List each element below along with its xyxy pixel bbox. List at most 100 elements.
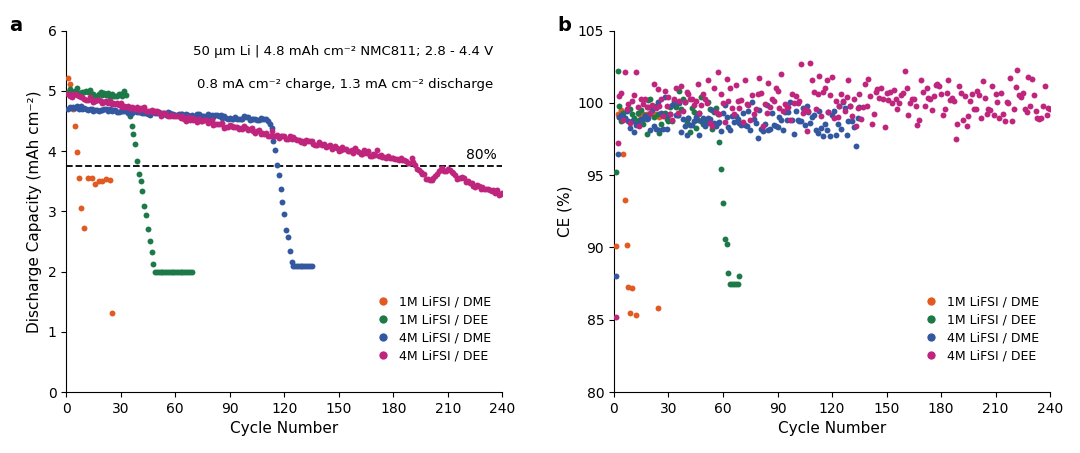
Point (774, 126, 792, 133)
Point (102, 176, 119, 183)
Point (787, 92, 805, 99)
Point (801, 59, 819, 67)
Point (700, 114, 717, 121)
Point (791, 97, 808, 105)
Point (330, 148, 348, 155)
Point (427, 173, 444, 180)
Point (252, 131, 269, 138)
Point (622, 105, 639, 112)
Point (620, 117, 637, 125)
Point (644, 101, 661, 109)
Point (634, 101, 651, 108)
Point (252, 115, 269, 122)
Point (76, 88, 93, 95)
Point (940, 77, 957, 84)
Point (881, 88, 899, 96)
Point (406, 161, 423, 168)
Point (232, 125, 249, 132)
Point (76, 95, 93, 102)
Point (408, 165, 426, 172)
Point (740, 107, 757, 115)
Point (767, 84, 784, 91)
Point (161, 110, 178, 117)
Point (116, 108, 133, 115)
Point (609, 67, 626, 75)
Point (183, 268, 200, 275)
Point (86, 180, 104, 187)
Point (259, 132, 276, 140)
Point (79, 106, 96, 113)
Point (121, 111, 138, 118)
Point (793, 117, 810, 125)
Point (405, 158, 422, 165)
Point (301, 137, 319, 144)
Point (676, 98, 693, 105)
Point (1024, 75, 1041, 82)
Point (942, 96, 959, 104)
Point (141, 107, 159, 115)
Point (980, 106, 997, 113)
Point (302, 138, 320, 145)
Point (835, 98, 852, 105)
Point (692, 118, 710, 125)
Point (843, 117, 861, 124)
Point (814, 133, 832, 140)
Point (67, 123, 84, 130)
Point (609, 150, 626, 157)
Point (1011, 92, 1028, 99)
Point (216, 113, 233, 120)
Point (727, 82, 744, 89)
Point (86, 97, 104, 105)
Point (620, 283, 637, 290)
Point (245, 128, 262, 135)
Point (783, 90, 800, 97)
Point (200, 111, 217, 118)
Point (753, 125, 770, 133)
Point (809, 130, 826, 137)
Point (623, 284, 640, 292)
Point (143, 248, 160, 255)
Point (727, 280, 744, 287)
Point (78, 105, 95, 112)
Point (205, 113, 222, 120)
Point (719, 269, 737, 276)
Point (259, 117, 276, 125)
Point (103, 91, 120, 98)
Point (627, 68, 645, 76)
Point (134, 109, 151, 116)
Point (689, 111, 706, 118)
Point (636, 96, 653, 103)
Point (691, 110, 708, 117)
Point (328, 145, 346, 152)
Point (211, 112, 228, 120)
Point (240, 114, 257, 121)
Point (642, 96, 659, 103)
Point (622, 309, 639, 316)
Point (972, 114, 989, 121)
Point (150, 268, 167, 275)
Point (769, 124, 786, 131)
Point (403, 155, 420, 162)
Point (113, 92, 131, 99)
Point (610, 114, 627, 121)
Point (929, 81, 946, 88)
Point (486, 189, 503, 197)
Point (332, 146, 349, 154)
Point (836, 104, 853, 111)
Point (72, 94, 90, 101)
Point (81, 105, 98, 112)
Point (649, 304, 666, 312)
Point (831, 102, 848, 109)
Point (623, 98, 640, 105)
Point (92, 89, 109, 96)
Point (374, 154, 391, 161)
Point (778, 103, 795, 110)
Point (168, 111, 186, 118)
Point (727, 113, 744, 120)
Point (272, 132, 289, 140)
Point (627, 122, 645, 129)
Point (174, 112, 191, 120)
Point (705, 120, 723, 127)
Point (726, 111, 743, 118)
Point (152, 110, 170, 117)
